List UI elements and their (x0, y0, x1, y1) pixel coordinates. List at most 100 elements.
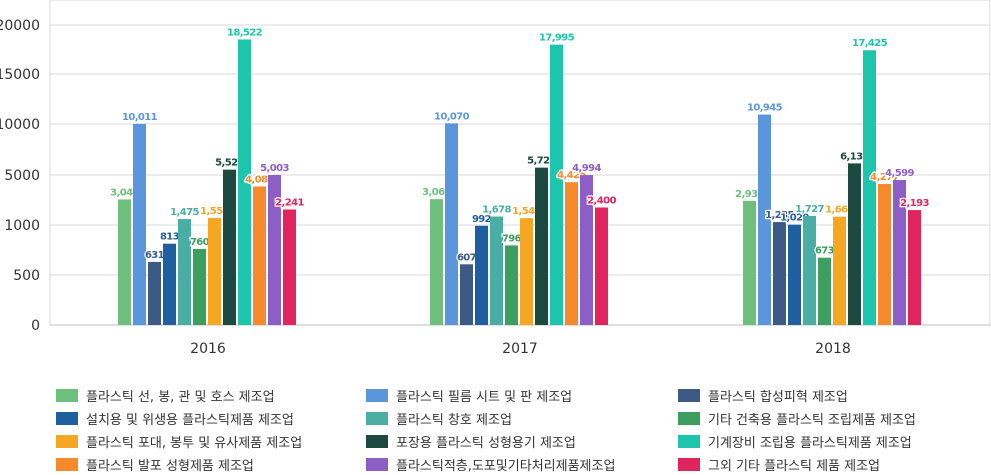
data-label: 1,235 (765, 210, 794, 221)
bar (565, 182, 578, 325)
bar (788, 224, 801, 325)
legend-item: 플라스틱 합성피혁 제조업 (678, 385, 986, 406)
data-label: 18,522 (227, 27, 263, 38)
bar (803, 215, 816, 325)
data-label: 760 (190, 237, 210, 248)
bar (253, 186, 266, 325)
bar (863, 50, 876, 326)
bar (490, 216, 503, 325)
data-label: 10,945 (747, 103, 783, 114)
y-tick-label: 1000 (4, 218, 40, 234)
bar (178, 219, 191, 325)
bar (878, 184, 891, 325)
bar (595, 207, 608, 325)
legend-label: 플라스틱 합성피혁 제조업 (708, 390, 848, 405)
bar (268, 174, 281, 325)
legend-item: 플라스틱 발포 성형제품 제조업 (56, 454, 366, 475)
bar (475, 225, 488, 325)
data-label: 673 (815, 246, 835, 257)
data-label: 1,727 (795, 204, 824, 215)
data-label: 992 (472, 214, 492, 225)
legend-item: 플라스틱 포대, 봉투 및 유사제품 제조업 (56, 431, 366, 452)
legend-label: 플라스틱적층,도포및기타처리제품제조업 (396, 459, 616, 474)
data-label: 1,678 (482, 205, 511, 216)
bar (193, 249, 206, 325)
legend-swatch (678, 458, 700, 471)
x-tick-label: 2018 (815, 341, 851, 357)
bar (460, 264, 473, 325)
data-label: 631 (145, 250, 165, 261)
y-tick-label: 500 (13, 268, 40, 284)
legend-label: 플라스틱 창호 제조업 (396, 413, 512, 428)
bar (535, 167, 548, 325)
legend-item: 플라스틱 선, 봉, 관 및 호스 제조업 (56, 385, 366, 406)
bar (908, 210, 921, 325)
bar (893, 180, 906, 325)
legend-item: 기타 건축용 플라스틱 조립제품 제조업 (678, 408, 986, 429)
legend-swatch (56, 412, 78, 425)
legend-label: 기타 건축용 플라스틱 조립제품 제조업 (708, 413, 916, 428)
bar (743, 200, 756, 325)
data-label: 796 (502, 233, 522, 244)
legend-label: 그외 기타 플라스틱 제품 제조업 (708, 459, 881, 474)
legend-item: 포장용 플라스틱 성형용기 제조업 (366, 431, 678, 452)
bar (520, 218, 533, 325)
legend-swatch (678, 389, 700, 402)
data-label: 813 (160, 232, 180, 243)
legend-swatch (366, 458, 388, 471)
bar (550, 44, 563, 326)
bar (163, 243, 176, 325)
legend-label: 포장용 플라스틱 성형용기 제조업 (396, 436, 576, 451)
legend-item: 플라스틱 필름 시트 및 판 제조업 (366, 385, 678, 406)
legend-item: 설치용 및 위생용 플라스틱제품 제조업 (56, 408, 366, 429)
bar (148, 261, 161, 325)
legend-label: 플라스틱 포대, 봉투 및 유사제품 제조업 (86, 436, 303, 451)
legend: 플라스틱 선, 봉, 관 및 호스 제조업 플라스틱 필름 시트 및 판 제조업 플… (56, 385, 986, 475)
data-label: 17,425 (852, 38, 888, 49)
data-label: 17,995 (539, 33, 575, 44)
bar (580, 175, 593, 325)
legend-item: 플라스틱적층,도포및기타처리제품제조업 (366, 454, 678, 475)
y-tick-label: 20000 (0, 18, 40, 34)
x-tick-label: 2017 (502, 341, 538, 357)
bar (818, 257, 831, 325)
legend-swatch (366, 412, 388, 425)
data-label: 2,241 (275, 197, 304, 208)
legend-swatch (56, 458, 78, 471)
legend-label: 설치용 및 위생용 플라스틱제품 제조업 (86, 413, 294, 428)
bar-chart: 0500100050001000015000200003,04510,01163… (0, 0, 991, 357)
bar (133, 123, 146, 325)
legend-item: 그외 기타 플라스틱 제품 제조업 (678, 454, 986, 475)
legend-swatch (366, 435, 388, 448)
legend-swatch (56, 435, 78, 448)
bar (445, 123, 458, 325)
bar (505, 245, 518, 325)
x-tick-label: 2016 (190, 341, 226, 357)
data-label: 1,475 (170, 207, 199, 218)
legend-label: 플라스틱 발포 성형제품 제조업 (86, 459, 254, 474)
legend-swatch (678, 435, 700, 448)
bar (223, 169, 236, 325)
bar (283, 209, 296, 325)
bar (833, 216, 846, 325)
legend-swatch (56, 389, 78, 402)
legend-label: 기계장비 조립용 플라스틱제품 제조업 (708, 436, 912, 451)
bar (773, 222, 786, 325)
legend-swatch (678, 412, 700, 425)
data-label: 4,994 (572, 163, 601, 174)
bar (758, 114, 771, 325)
data-label: 10,011 (122, 112, 158, 123)
data-label: 10,070 (434, 111, 470, 122)
legend-item: 기계장비 조립용 플라스틱제품 제조업 (678, 431, 986, 452)
bar (208, 218, 221, 325)
data-label: 607 (457, 252, 477, 263)
bar (118, 199, 131, 325)
legend-label: 플라스틱 필름 시트 및 판 제조업 (396, 390, 573, 405)
y-tick-label: 0 (31, 318, 40, 334)
legend-label: 플라스틱 선, 봉, 관 및 호스 제조업 (86, 390, 275, 405)
data-label: 5,003 (260, 163, 289, 174)
bar (848, 163, 861, 325)
data-label: 2,193 (900, 198, 929, 209)
y-tick-label: 10000 (0, 117, 40, 133)
y-tick-label: 15000 (0, 67, 40, 83)
